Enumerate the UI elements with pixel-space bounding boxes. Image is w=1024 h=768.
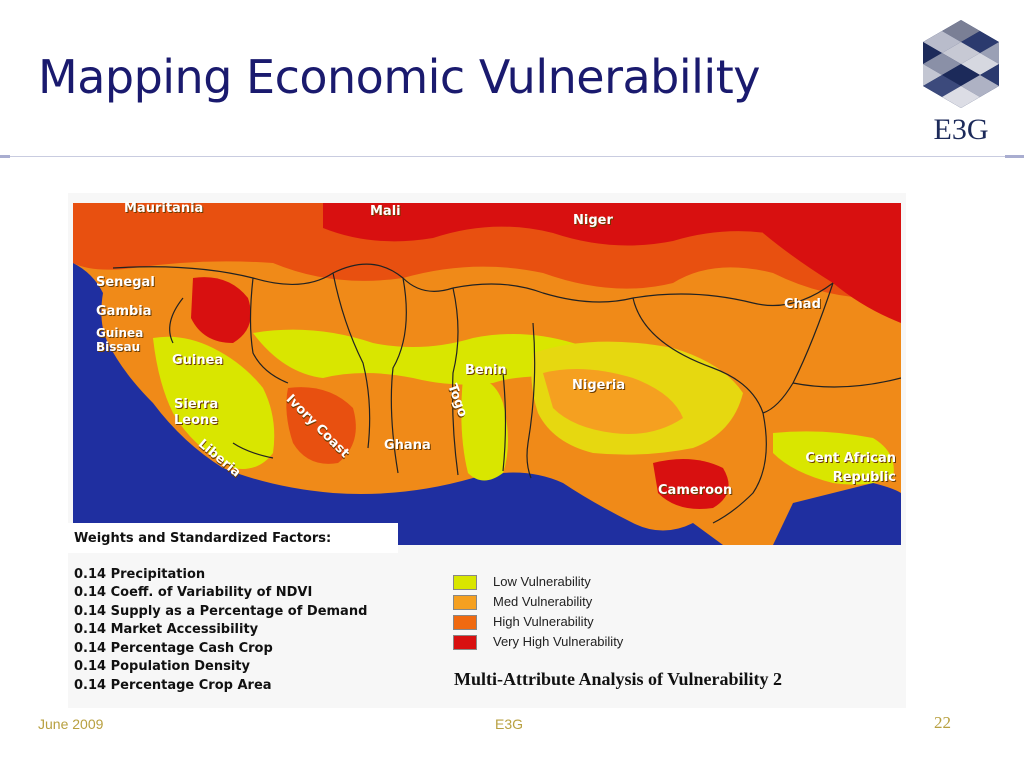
zone-med-nigeria	[543, 369, 683, 434]
zone-high-ivory-coast	[286, 387, 356, 464]
zone-very-high-cameroon	[653, 459, 729, 509]
label-niger: Niger	[573, 213, 613, 228]
label-cameroon: Cameroon	[658, 483, 733, 498]
factor-item: 0.14 Precipitation	[74, 567, 206, 582]
zone-low-guinea-sierra	[153, 336, 275, 469]
legend-label: Low Vulnerability	[493, 574, 591, 589]
label-senegal: Senegal	[96, 275, 155, 290]
logo-text: E3G	[933, 113, 989, 146]
label-ghana: Ghana	[384, 438, 431, 453]
factors-panel-background	[68, 523, 398, 553]
footer-date: June 2009	[38, 716, 104, 732]
legend-low: Low Vulnerability	[453, 574, 591, 591]
legend-swatch-low	[453, 575, 477, 591]
zone-low-car	[773, 431, 894, 485]
legend-swatch-med	[453, 595, 477, 611]
label-nigeria: Nigeria	[572, 378, 626, 393]
label-mauritania: Mauritania	[124, 201, 204, 216]
zone-very-high-guinea	[191, 277, 251, 343]
legend-med: Med Vulnerability	[453, 594, 593, 611]
factor-item: 0.14 Market Accessibility	[74, 622, 259, 637]
west-africa-vulnerability-map	[73, 203, 901, 545]
divider-left	[0, 155, 10, 158]
hexagon-logo-icon	[923, 20, 999, 108]
label-benin: Benin	[465, 363, 507, 378]
slide-title: Mapping Economic Vulnerability	[38, 50, 760, 104]
label-mali: Mali	[370, 204, 401, 219]
label-sierra-leone: Sierra Leone	[174, 397, 219, 428]
label-guinea: Guinea	[172, 353, 224, 368]
legend-label: Med Vulnerability	[493, 594, 593, 609]
country-borders	[112, 263, 901, 524]
vulnerability-figure: Mauritania Mali Niger Senegal Gambia Gui…	[68, 193, 906, 708]
label-central-african-republic: Cent African Republic	[805, 451, 896, 485]
e3g-logo: E3G	[918, 18, 1004, 148]
legend-very-high: Very High Vulnerability	[453, 634, 624, 651]
legend-swatch-high	[453, 615, 477, 631]
legend-high: High Vulnerability	[453, 614, 594, 631]
legend-label: High Vulnerability	[493, 614, 594, 629]
factor-item: 0.14 Supply as a Percentage of Demand	[74, 604, 368, 619]
label-chad: Chad	[784, 297, 821, 312]
label-gambia: Gambia	[96, 304, 152, 319]
label-guinea-bissau: Guinea Bissau	[96, 326, 144, 354]
zone-low-togo	[461, 377, 508, 481]
legend-label: Very High Vulnerability	[493, 634, 624, 649]
factor-item: 0.14 Coeff. of Variability of NDVI	[74, 585, 313, 600]
factor-item: 0.14 Percentage Cash Crop	[74, 641, 273, 656]
figure-caption: Multi-Attribute Analysis of Vulnerabilit…	[454, 669, 783, 689]
divider-right	[1005, 155, 1024, 158]
factor-item: 0.14 Population Density	[74, 659, 250, 674]
footer-org: E3G	[495, 716, 524, 732]
factors-title: Weights and Standardized Factors:	[74, 531, 332, 546]
zone-very-high-north	[323, 203, 901, 250]
zone-very-high-chad	[753, 203, 901, 323]
ocean-southeast	[773, 483, 901, 545]
factor-item: 0.14 Percentage Crop Area	[74, 678, 272, 693]
divider-line	[10, 156, 1005, 157]
page-number: 22	[934, 713, 951, 732]
legend-swatch-very-high	[453, 635, 477, 651]
